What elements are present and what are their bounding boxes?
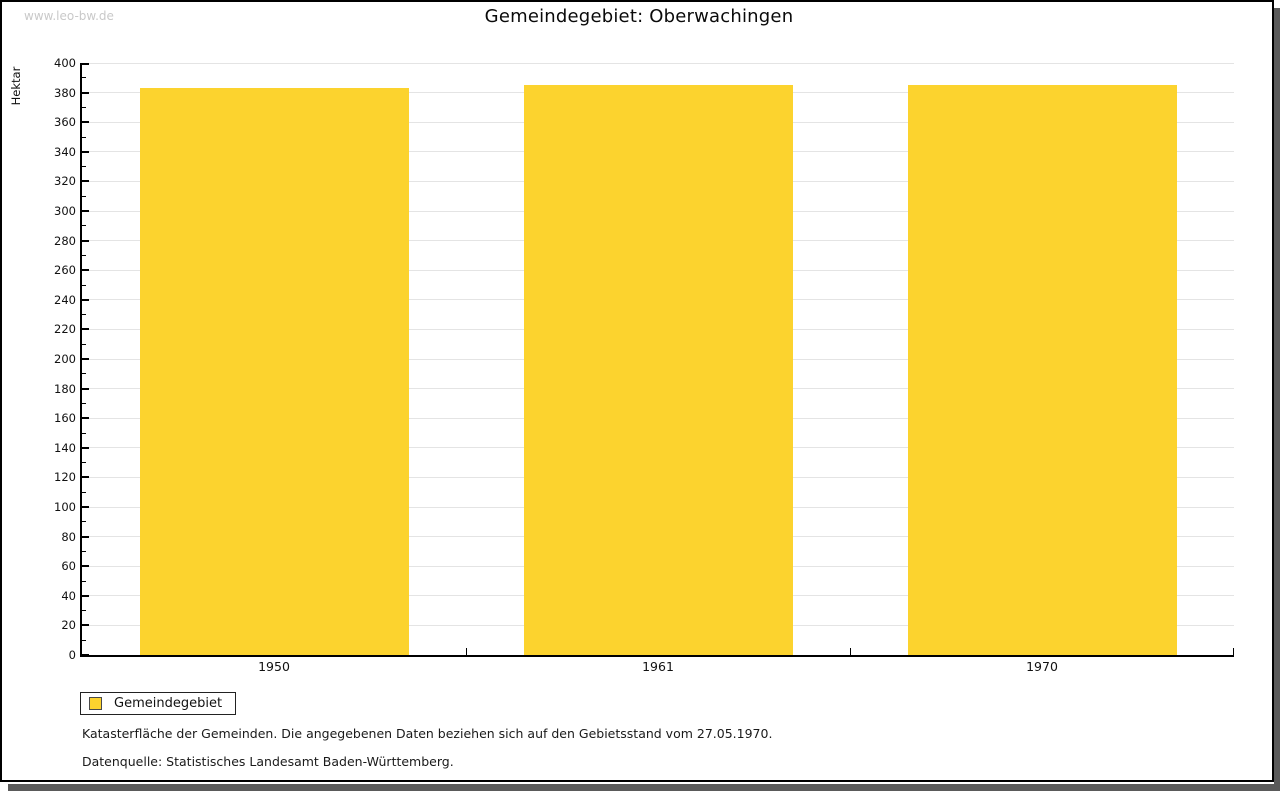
y-major-tick-40 (82, 594, 89, 597)
y-tick-label-220: 220 (54, 322, 76, 337)
y-tick-label-240: 240 (54, 292, 76, 307)
y-major-tick-380 (82, 91, 89, 94)
y-tick-label-120: 120 (54, 470, 76, 485)
y-tick-label-60: 60 (61, 559, 76, 574)
gridline-400 (82, 62, 1234, 64)
y-major-tick-300 (82, 210, 89, 212)
footnote-data-source: Datenquelle: Statistisches Landesamt Bad… (82, 754, 454, 769)
y-minor-tick-350 (82, 136, 86, 138)
y-minor-tick-150 (82, 432, 86, 434)
y-minor-tick-210 (82, 343, 86, 345)
y-tick-label-20: 20 (61, 618, 76, 633)
y-minor-tick-270 (82, 254, 86, 256)
y-tick-label-300: 300 (54, 204, 76, 218)
y-tick-label-400: 400 (54, 56, 76, 70)
y-major-tick-20 (82, 624, 89, 627)
y-minor-tick-50 (82, 580, 86, 582)
y-minor-tick-10 (82, 639, 86, 641)
y-major-tick-100 (82, 506, 89, 508)
y-minor-tick-170 (82, 402, 86, 404)
y-minor-tick-370 (82, 106, 86, 108)
y-tick-label-180: 180 (54, 381, 76, 396)
chart-title: Gemeindegebiet: Oberwachingen (484, 6, 794, 27)
y-major-tick-320 (82, 180, 89, 183)
plot-area: 0 20 40 60 80 100 120 140 160 180 200 220 240 260 280 3… (54, 56, 1234, 674)
y-tick-label-360: 360 (54, 115, 76, 130)
frame-shadow-bottom (8, 784, 1280, 791)
watermark: www.leo-bw.de (24, 9, 114, 23)
x-axis-line (80, 655, 1234, 657)
y-major-tick-160 (82, 417, 89, 420)
y-tick-label-200: 200 (54, 352, 76, 366)
y-major-tick-220 (82, 328, 89, 331)
y-major-tick-140 (82, 446, 89, 449)
y-tick-label-340: 340 (54, 144, 76, 159)
y-major-tick-180 (82, 387, 89, 390)
frame-shadow-right (1274, 8, 1280, 791)
y-tick-label-260: 260 (54, 263, 76, 278)
y-major-tick-0 (82, 654, 89, 656)
legend-swatch-icon (89, 697, 102, 710)
y-tick-label-380: 380 (54, 85, 76, 100)
y-minor-tick-250 (82, 284, 86, 286)
y-tick-label-140: 140 (54, 440, 76, 455)
y-tick-label-0: 0 (68, 648, 76, 662)
y-minor-tick-70 (82, 550, 86, 552)
x-tick-label-1970: 1970 (1026, 659, 1058, 674)
y-minor-tick-90 (82, 521, 86, 523)
y-major-tick-400 (82, 63, 89, 65)
y-tick-label-100: 100 (54, 500, 76, 514)
y-axis-line (80, 63, 82, 655)
legend: Gemeindegebiet (80, 692, 237, 715)
y-major-tick-200 (82, 358, 89, 360)
x-tick-label-1950: 1950 (258, 659, 290, 674)
y-major-tick-340 (82, 150, 89, 153)
y-minor-tick-390 (82, 77, 86, 79)
y-tick-label-280: 280 (54, 233, 76, 248)
y-minor-tick-30 (82, 610, 86, 612)
y-axis-title: Hektar (9, 66, 23, 106)
y-minor-tick-230 (82, 314, 86, 316)
y-major-tick-60 (82, 565, 89, 568)
x-boundary-tick-2 (850, 648, 851, 655)
y-major-tick-80 (82, 535, 89, 538)
y-minor-tick-330 (82, 166, 86, 168)
y-minor-tick-310 (82, 195, 86, 197)
y-minor-tick-190 (82, 373, 86, 375)
legend-label: Gemeindegebiet (114, 696, 223, 711)
bar-1970 (907, 85, 1177, 655)
bar-1961 (523, 85, 793, 655)
y-major-tick-260 (82, 269, 89, 272)
y-minor-tick-290 (82, 225, 86, 227)
y-tick-label-40: 40 (61, 588, 76, 603)
x-boundary-tick-3 (1233, 648, 1234, 655)
x-boundary-tick-1 (466, 648, 467, 655)
y-major-tick-280 (82, 239, 89, 242)
y-minor-tick-130 (82, 462, 86, 464)
y-major-tick-240 (82, 298, 89, 301)
y-major-tick-360 (82, 121, 89, 124)
y-tick-label-320: 320 (54, 174, 76, 189)
bar-1950 (139, 88, 409, 655)
y-tick-label-160: 160 (54, 411, 76, 426)
y-major-tick-120 (82, 476, 89, 479)
x-tick-label-1961: 1961 (642, 659, 674, 674)
y-minor-tick-110 (82, 491, 86, 493)
y-tick-label-80: 80 (61, 529, 76, 544)
footnote-source-note: Katasterfläche der Gemeinden. Die angege… (82, 726, 773, 741)
